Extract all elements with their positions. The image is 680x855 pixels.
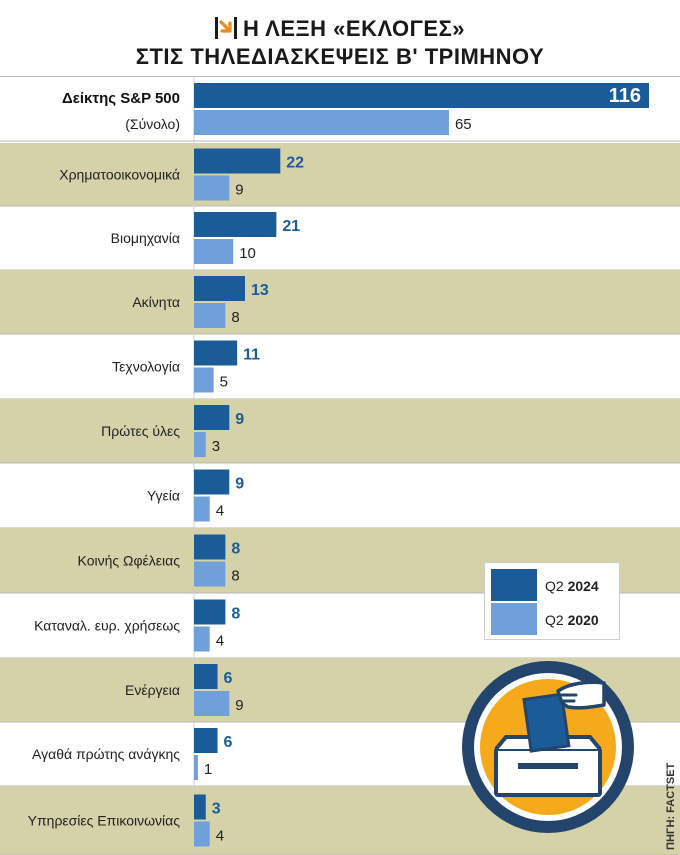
category-label: Καταναλ. ευρ. χρήσεως <box>34 618 180 634</box>
data-label-q2-2020: 8 <box>231 568 239 585</box>
bar-q2-2024 <box>194 212 277 237</box>
row-band <box>0 270 680 334</box>
bar-q2-2024 <box>194 728 218 753</box>
bar-q2-2024 <box>194 148 281 174</box>
bar-q2-2020 <box>194 367 214 393</box>
data-label-q2-2020: 5 <box>220 374 228 391</box>
bar-q2-2020 <box>194 821 210 847</box>
bar-q2-2020 <box>194 755 198 780</box>
data-label-q2-2020: 8 <box>231 309 239 326</box>
legend-item-2020: Q2 2020 <box>491 603 615 635</box>
data-label-q2-2020: 4 <box>216 828 224 845</box>
chart-header: Η ΛΕΞΗ «ΕΚΛΟΓΕΣ» ΣΤΙΣ ΤΗΛΕΔΙΑΣΚΕΨΕΙΣ Β' … <box>0 0 680 76</box>
source-note: ΠΗΓΗ: FACTSET <box>655 740 677 850</box>
chart-title-text-1: Η ΛΕΞΗ «ΕΚΛΟΓΕΣ» <box>242 16 466 41</box>
data-label-q2-2020: 9 <box>235 182 243 199</box>
data-label-q2-2020: 1 <box>204 761 212 778</box>
bar-q2-2024 <box>194 599 226 625</box>
data-label-q2-2020: 10 <box>239 245 256 262</box>
chart-title-line1: Η ΛΕΞΗ «ΕΚΛΟΓΕΣ» <box>0 16 680 42</box>
category-label: Κοινής Ωφέλειας <box>78 553 181 569</box>
chart-title-line2: ΣΤΙΣ ΤΗΛΕΔΙΑΣΚΕΨΕΙΣ Β' ΤΡΙΜΗΝΟΥ <box>135 44 545 69</box>
row-band <box>0 143 680 206</box>
legend-item-2024: Q2 2024 <box>491 569 615 601</box>
bar-q2-2024 <box>194 664 218 689</box>
data-label-q2-2024: 8 <box>231 541 240 558</box>
arrow-logo-icon <box>214 17 237 40</box>
data-label-q2-2020: 4 <box>216 503 224 520</box>
legend-label-year: 2024 <box>567 578 599 594</box>
data-label-q2-2024: 9 <box>235 411 244 428</box>
legend-swatch-2020 <box>491 603 537 635</box>
data-label-q2-2024: 22 <box>286 155 304 172</box>
legend-swatch-2024 <box>491 569 537 601</box>
source-text: ΠΗΓΗ: FACTSET <box>665 762 677 850</box>
bar-q2-2020 <box>194 432 206 457</box>
legend-label-year: 2020 <box>567 612 599 628</box>
data-label-q2-2020: 9 <box>235 697 243 714</box>
data-label-q2-2024: 116 <box>609 85 641 107</box>
legend-label-prefix: Q2 <box>545 578 568 594</box>
category-label: Δείκτης S&P 500 <box>62 90 180 107</box>
category-label: Πρώτες ύλες <box>101 423 180 439</box>
category-label: Βιομηχανία <box>111 230 180 246</box>
category-label: Τεχνολογία <box>112 359 180 375</box>
bar-q2-2020 <box>194 626 210 652</box>
ballot-box-icon <box>462 661 634 833</box>
bar-q2-2020 <box>194 561 226 587</box>
bar-q2-2024 <box>194 405 230 430</box>
data-label-q2-2020: 3 <box>212 438 220 455</box>
data-label-q2-2024: 11 <box>243 347 260 364</box>
bar-q2-2024 <box>194 83 649 108</box>
data-label-q2-2024: 3 <box>212 801 221 818</box>
bar-q2-2020 <box>194 175 230 201</box>
row-band <box>0 399 680 463</box>
category-label: Αγαθά πρώτης ανάγκης <box>32 746 180 762</box>
bar-q2-2024 <box>194 340 238 366</box>
data-label-q2-2024: 6 <box>224 734 233 751</box>
bar-q2-2020 <box>194 303 226 328</box>
category-label: Υγεία <box>147 488 180 504</box>
legend-label-prefix: Q2 <box>545 612 568 628</box>
category-label: Υπηρεσίες Επικοινωνίας <box>28 813 181 829</box>
bar-q2-2024 <box>194 534 226 560</box>
data-label-q2-2024: 9 <box>235 476 244 493</box>
data-label-q2-2024: 21 <box>282 218 300 235</box>
data-label-q2-2020: 65 <box>455 116 472 133</box>
chart-legend: Q2 2024 Q2 2020 <box>484 562 620 640</box>
category-label: Χρηματοοικονομικά <box>59 167 180 183</box>
bar-q2-2024 <box>194 794 206 820</box>
category-label: Ενέργεια <box>125 682 180 698</box>
category-label: Ακίνητα <box>132 294 180 310</box>
bar-q2-2020 <box>194 110 449 135</box>
bar-q2-2024 <box>194 276 245 301</box>
data-label-q2-2024: 6 <box>224 670 233 687</box>
bar-q2-2024 <box>194 469 230 495</box>
data-label-q2-2020: 4 <box>216 633 224 650</box>
bar-q2-2020 <box>194 239 234 264</box>
category-sublabel: (Σύνολο) <box>125 116 180 132</box>
header-divider <box>0 76 680 77</box>
data-label-q2-2024: 13 <box>251 282 269 299</box>
data-label-q2-2024: 8 <box>231 606 240 623</box>
bar-q2-2020 <box>194 496 210 522</box>
bar-q2-2020 <box>194 691 230 716</box>
